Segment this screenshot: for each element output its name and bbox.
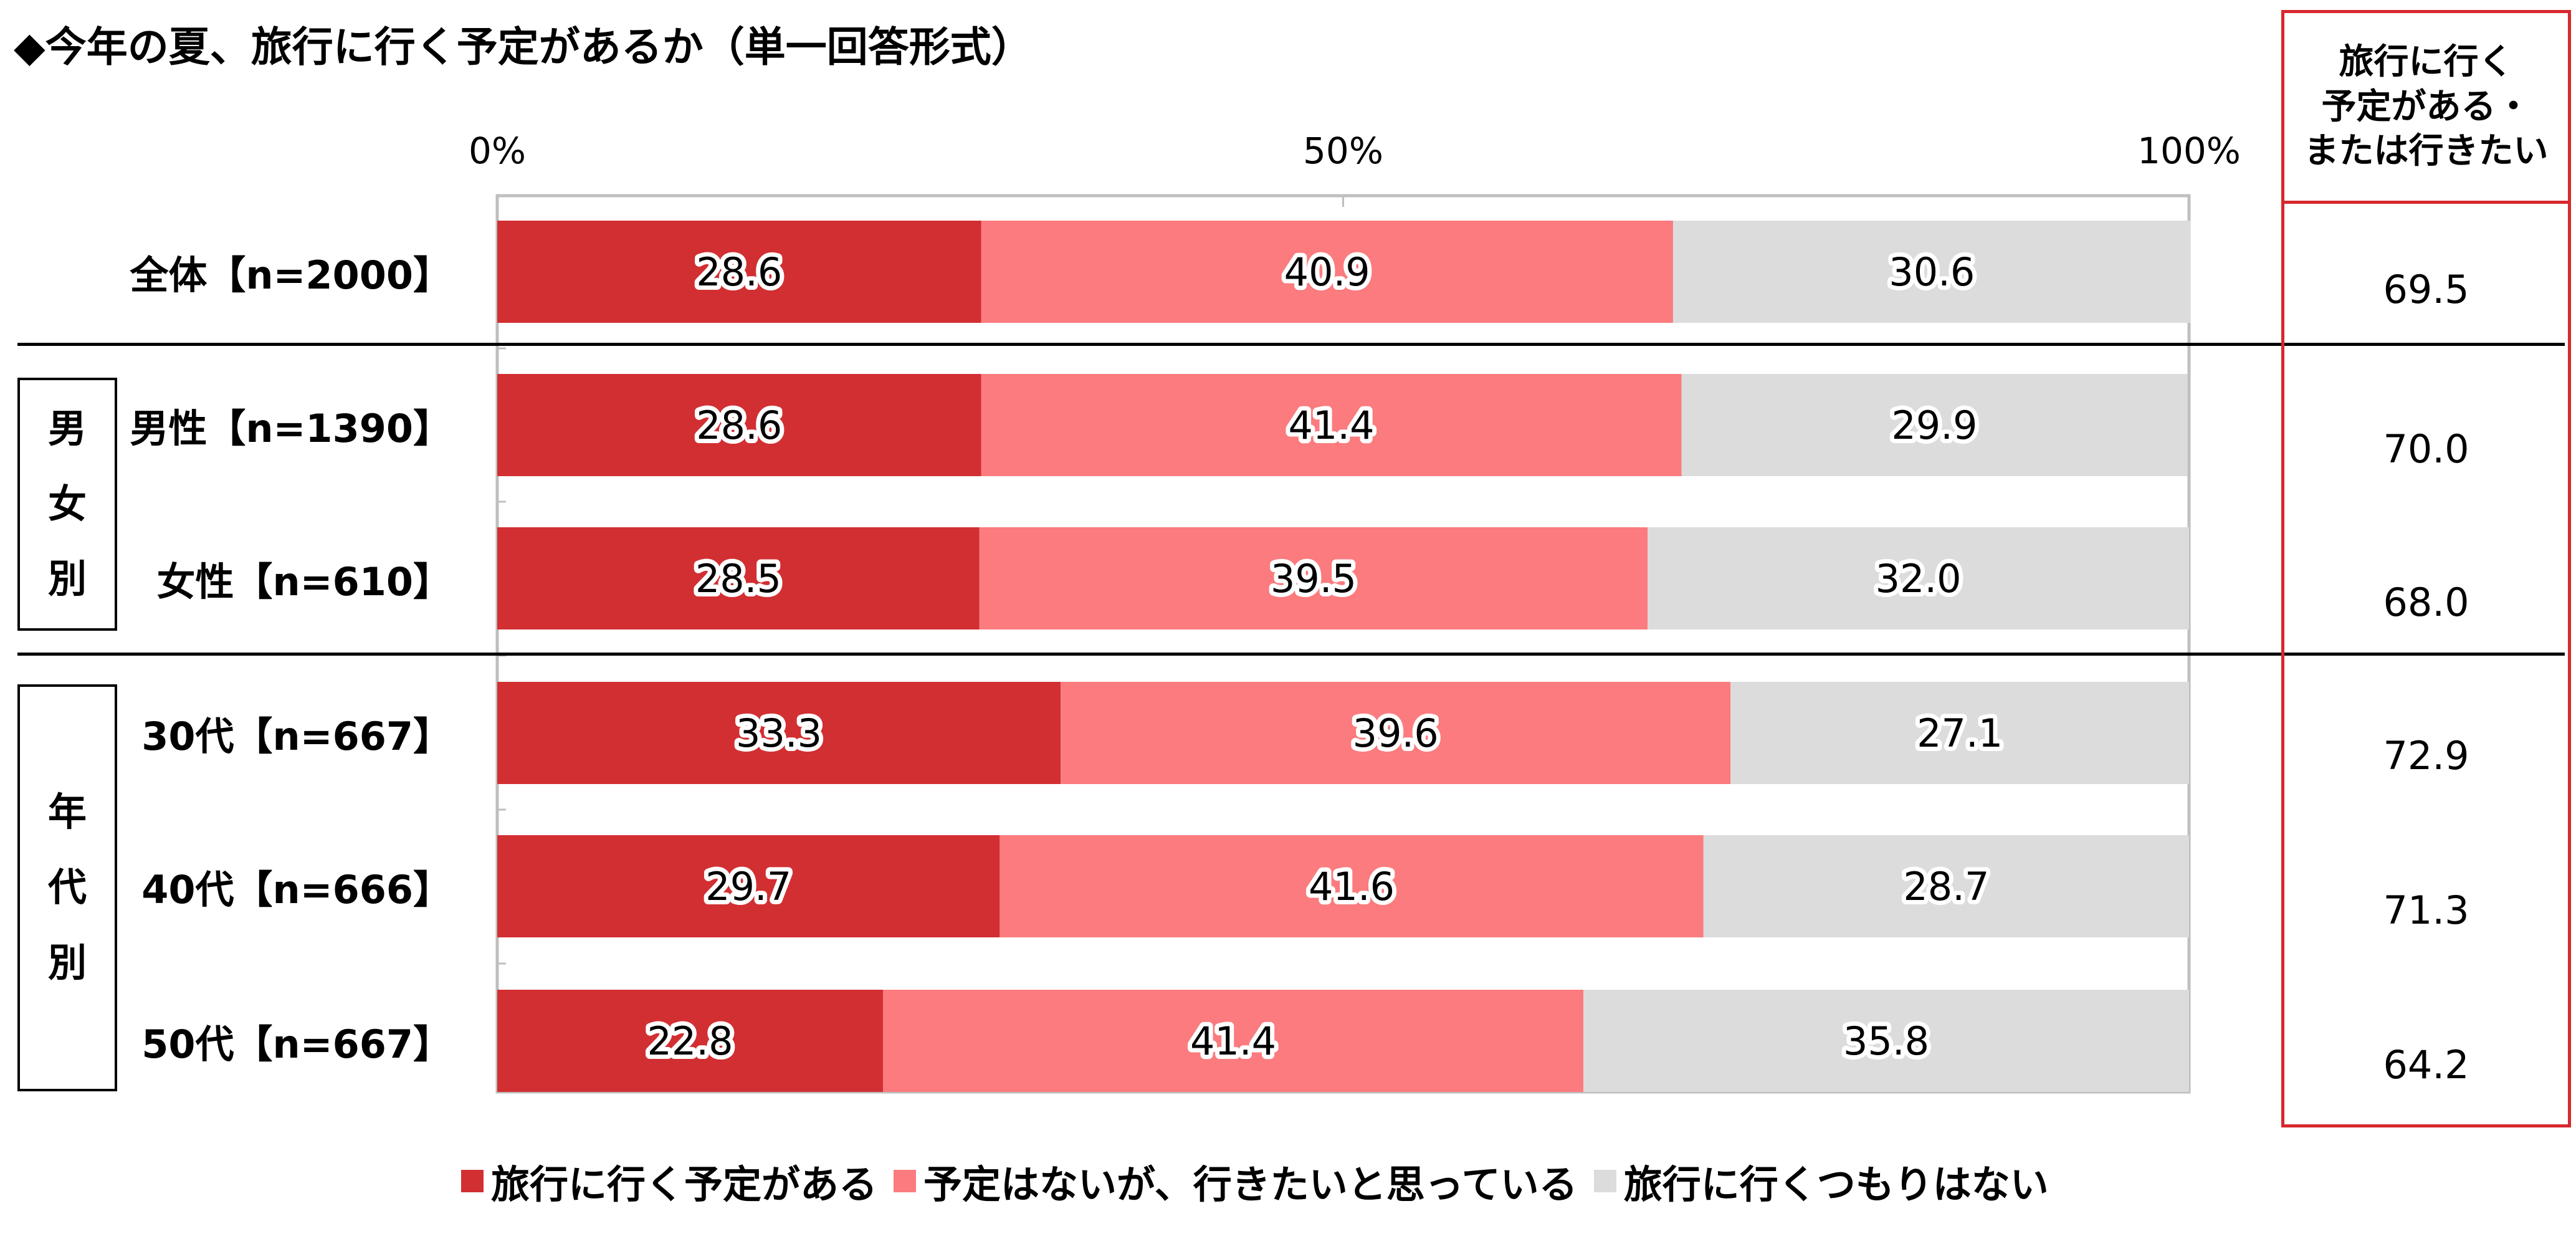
row-label: 30代【n=667】 [141, 714, 452, 759]
bar-value-label: 28.6 [696, 403, 782, 448]
group-box-age: 年 代 別 [17, 684, 117, 1091]
bar-value-label: 39.5 [1271, 556, 1357, 601]
bar-segment [497, 682, 1061, 784]
bar-value-label: 32.0 [1876, 556, 1962, 601]
bar-segment [497, 221, 981, 323]
x-tick-label: 100% [2137, 130, 2241, 172]
row-label: 50代【n=667】 [141, 1022, 452, 1067]
bar-value-label: 41.4 [1288, 403, 1374, 448]
row-label: 男性【n=1390】 [130, 406, 452, 451]
bar-value-label: 41.6 [1309, 864, 1395, 909]
bar-segment [981, 374, 1682, 476]
bar-segment [883, 990, 1584, 1092]
row-label: 全体【n=2000】 [130, 252, 452, 298]
separator-line-gender [17, 653, 2565, 656]
bar-segment [497, 527, 980, 629]
bar-segment [1648, 527, 2189, 629]
bar-segment [497, 374, 981, 476]
combined-total-value: 72.9 [2383, 733, 2469, 778]
legend-label: 旅行に行くつもりはない [1623, 1162, 2049, 1207]
row-label: 40代【n=666】 [141, 867, 452, 912]
group-char: 別 [47, 939, 87, 985]
header-line: 予定がある・ [2321, 86, 2531, 127]
combined-total-value: 69.5 [2383, 267, 2469, 312]
legend-item: 旅行に行くつもりはない [1593, 1153, 2049, 1209]
combined-total-panel: 旅行に行く 予定がある・ または行きたい 69.5 70.0 68.0 72.9… [2281, 10, 2571, 1127]
legend-label: 予定はないが、行きたいと思っている [923, 1162, 1578, 1207]
legend-item: 旅行に行く予定がある [461, 1153, 877, 1209]
group-char: 別 [47, 556, 87, 602]
combined-total-value: 70.0 [2383, 426, 2469, 472]
bar-value-label: 39.6 [1353, 711, 1439, 756]
bar-segment [1583, 990, 2189, 1092]
bar-segment [497, 835, 1000, 937]
separator-line-overall [17, 343, 2565, 346]
bar-value-label: 40.9 [1284, 249, 1370, 295]
bar-segment [497, 990, 884, 1092]
combined-total-header: 旅行に行く 予定がある・ または行きたい [2284, 13, 2568, 204]
legend: 旅行に行く予定がある 予定はないが、行きたいと思っている 旅行に行くつもりはない [461, 1153, 2065, 1209]
header-line: または行きたい [2304, 131, 2549, 172]
group-char: 年 [47, 789, 87, 835]
plot-frame [495, 194, 2191, 1094]
legend-swatch [1593, 1170, 1616, 1192]
chart-title: ◆今年の夏、旅行に行く予定があるか（単一回答形式） [14, 23, 1033, 71]
bar-segment [1061, 682, 1731, 784]
legend-label: 旅行に行く予定がある [491, 1162, 878, 1207]
bar-value-label: 28.7 [1903, 864, 1989, 909]
combined-total-value: 64.2 [2383, 1042, 2469, 1088]
bar-value-label: 22.8 [647, 1018, 733, 1064]
bar-segment [1730, 682, 2189, 784]
bar-value-label: 41.4 [1190, 1018, 1276, 1064]
combined-total-value: 71.3 [2383, 888, 2469, 933]
x-tick-label: 0% [469, 130, 526, 172]
bar-value-label: 29.9 [1891, 403, 1977, 448]
bar-segment [1703, 835, 2189, 937]
bar-segment [979, 527, 1648, 629]
bar-segment [999, 835, 1704, 937]
legend-swatch [461, 1170, 484, 1192]
bar-value-label: 28.6 [696, 249, 782, 295]
legend-swatch [894, 1170, 917, 1192]
group-box-gender: 男 女 別 [17, 378, 117, 631]
bar-segment [1672, 221, 2191, 323]
bar-segment [981, 221, 1673, 323]
bar-value-label: 29.7 [705, 864, 791, 909]
bar-value-label: 33.3 [736, 711, 822, 756]
bar-value-label: 28.5 [695, 556, 781, 601]
group-char: 代 [47, 864, 87, 911]
legend-item: 予定はないが、行きたいと思っている [894, 1153, 1578, 1209]
bar-segment [1681, 374, 2188, 476]
bar-value-label: 30.6 [1889, 249, 1975, 295]
bar-value-label: 35.8 [1843, 1018, 1929, 1064]
x-tick-label: 50% [1303, 130, 1383, 172]
group-char: 男 [47, 405, 87, 451]
combined-total-value: 68.0 [2383, 580, 2469, 625]
header-line: 旅行に行く [2339, 41, 2514, 82]
bar-value-label: 27.1 [1917, 711, 2003, 756]
group-char: 女 [47, 481, 87, 527]
row-label: 女性【n=610】 [156, 559, 452, 605]
